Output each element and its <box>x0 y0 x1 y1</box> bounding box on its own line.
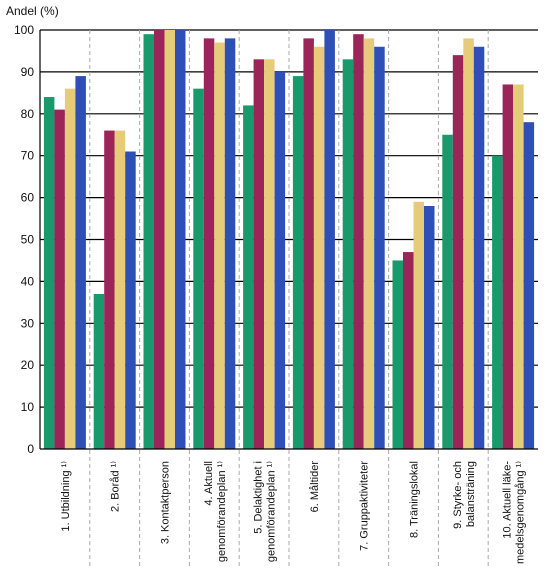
bar <box>513 84 524 449</box>
x-tick-label: medelsgenomgång ¹⁾ <box>515 461 527 564</box>
bar <box>104 130 115 449</box>
bar <box>54 109 65 450</box>
y-tick-label: 50 <box>21 233 35 247</box>
x-tick-label: 4. Aktuell <box>203 461 215 506</box>
bar <box>463 38 474 449</box>
bar <box>324 30 335 449</box>
y-tick-label: 20 <box>21 358 35 372</box>
y-tick-label: 10 <box>21 400 35 414</box>
x-tick-label: 5. Delaktighet i <box>253 461 265 534</box>
bar <box>492 155 503 449</box>
bar <box>452 55 464 449</box>
x-tick-label: 8. Träningslokal <box>409 461 421 538</box>
bar <box>502 84 514 449</box>
y-axis-label: Andel (%) <box>6 4 59 18</box>
bar <box>243 105 254 450</box>
bar <box>224 38 236 449</box>
bar <box>214 42 225 449</box>
bar <box>143 34 154 449</box>
y-tick-label: 30 <box>21 316 35 330</box>
bar <box>43 97 55 449</box>
bar <box>292 76 304 449</box>
x-tick-label: genomförandeplan ¹⁾ <box>216 461 228 562</box>
y-tick-label: 90 <box>21 65 35 79</box>
y-tick-label: 60 <box>21 191 35 205</box>
bar <box>264 59 275 450</box>
bar <box>403 252 414 449</box>
x-tick-label: 1. Utbildning ¹⁾ <box>60 461 72 532</box>
bar <box>313 46 325 449</box>
x-tick-label: genomförandeplan ¹⁾ <box>266 461 278 562</box>
bar <box>193 88 204 449</box>
bar <box>274 71 286 450</box>
bar <box>253 59 265 450</box>
bar <box>424 205 435 449</box>
bar <box>353 34 364 449</box>
bars <box>43 30 535 450</box>
y-tick-label: 80 <box>21 107 35 121</box>
x-tick-label: balansträning <box>465 461 477 527</box>
y-tick-label: 70 <box>21 149 35 163</box>
bar <box>164 30 175 449</box>
bar <box>175 30 186 449</box>
x-tick-label: 6. Måltider <box>309 461 321 513</box>
bar <box>303 38 314 449</box>
y-tick-label: 0 <box>27 442 34 456</box>
bar <box>374 46 385 449</box>
y-tick-label: 40 <box>21 274 35 288</box>
bar <box>75 76 86 449</box>
bar <box>442 134 453 449</box>
x-tick-label: 10. Aktuell läke- <box>502 461 514 539</box>
bar <box>392 260 403 449</box>
bar <box>203 38 215 449</box>
y-axis-ticks: 0 10 20 30 40 50 60 70 80 90 100 <box>14 23 34 456</box>
bar <box>154 30 165 449</box>
y-tick-label: 100 <box>14 23 34 37</box>
axes <box>39 30 538 450</box>
bar <box>93 293 105 449</box>
x-tick-label: 7. Gruppaktiviteter <box>359 461 371 551</box>
x-tick-label: 9. Styrke- och <box>452 461 464 529</box>
bar <box>64 88 76 449</box>
bar <box>413 201 424 449</box>
x-tick-label: 2. Boråd ¹⁾ <box>110 461 122 512</box>
x-axis-ticks: 1. Utbildning ¹⁾ 2. Boråd ¹⁾ 3. Kontaktper… <box>60 461 527 564</box>
bar <box>125 151 136 449</box>
bar <box>523 122 535 450</box>
bar <box>114 130 126 449</box>
bar <box>363 38 375 449</box>
bar <box>473 46 485 449</box>
x-tick-label: 3. Kontaktperson <box>160 461 172 544</box>
bar <box>342 59 354 450</box>
